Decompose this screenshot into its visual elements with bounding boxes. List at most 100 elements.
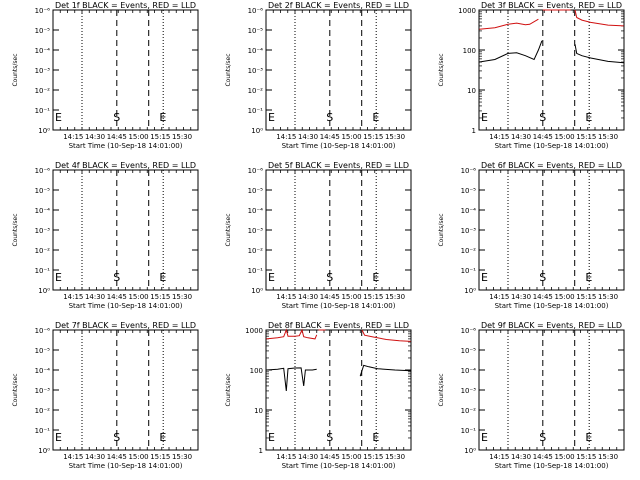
panel-title: Det 4f BLACK = Events, RED = LLD [55, 161, 196, 170]
x-axis-label: Start Time (10-Sep-18 14:01:00) [69, 302, 183, 310]
x-tick-label: 14:15 [276, 133, 296, 141]
panel-title: Det 1f BLACK = Events, RED = LLD [55, 1, 196, 10]
y-tick-label: 100 [463, 47, 476, 55]
x-axis-label: Start Time (10-Sep-18 14:01:00) [282, 462, 396, 470]
marker-s: S [326, 111, 333, 124]
x-tick-label: 14:30 [298, 293, 318, 301]
y-tick-label: 10 [467, 87, 476, 95]
x-tick-label: 15:15 [150, 133, 170, 141]
x-tick-label: 15:30 [172, 133, 192, 141]
y-tick-label: 10⁻³ [248, 227, 264, 235]
marker-e: E [55, 271, 62, 284]
panel-8: Det 8f BLACK = Events, RED = LLD 1 10 100 10… [225, 321, 412, 470]
x-tick-label: 15:00 [341, 133, 361, 141]
x-tick-label: 15:15 [150, 293, 170, 301]
y-tick-label: 10⁻⁶ [35, 7, 51, 15]
x-tick-label: 14:15 [489, 133, 509, 141]
y-tick-label: 10⁻² [35, 247, 51, 255]
y-tick-label: 10⁻¹ [35, 267, 51, 275]
x-tick-label: 14:30 [85, 133, 105, 141]
x-tick-label: 14:15 [489, 453, 509, 461]
x-tick-label: 14:45 [320, 133, 340, 141]
marker-e: E [372, 111, 379, 124]
panel-title: Det 5f BLACK = Events, RED = LLD [268, 161, 409, 170]
y-tick-label: 10⁻⁴ [461, 207, 477, 215]
y-axis-label: Counts/sec [12, 373, 19, 406]
x-tick-label: 15:15 [363, 133, 383, 141]
x-tick-label: 15:00 [554, 133, 574, 141]
x-tick-label: 14:15 [63, 293, 83, 301]
marker-s: S [113, 271, 120, 284]
x-tick-label: 14:45 [107, 133, 127, 141]
panel-title: Det 7f BLACK = Events, RED = LLD [55, 321, 196, 330]
plot-frame [265, 9, 412, 131]
panel-title: Det 3f BLACK = Events, RED = LLD [481, 1, 622, 10]
x-tick-label: 15:30 [172, 453, 192, 461]
marker-s: S [326, 431, 333, 444]
y-tick-label: 10⁻⁵ [35, 347, 51, 355]
y-tick-label: 10⁻³ [35, 387, 51, 395]
x-tick-label: 15:00 [341, 293, 361, 301]
marker-s: S [326, 271, 333, 284]
y-tick-label: 10⁻³ [35, 227, 51, 235]
y-tick-label: 10⁻³ [461, 227, 477, 235]
x-tick-label: 15:15 [150, 453, 170, 461]
marker-e: E [585, 431, 592, 444]
y-tick-label: 10⁻³ [248, 67, 264, 75]
y-tick-label: 10⁻² [461, 407, 477, 415]
marker-e: E [268, 271, 275, 284]
plot-frame [478, 169, 625, 291]
y-tick-label: 1000 [458, 7, 476, 15]
x-tick-label: 14:45 [107, 293, 127, 301]
y-tick-label: 10⁰ [251, 287, 263, 295]
y-tick-label: 10⁻⁴ [461, 367, 477, 375]
y-tick-label: 10⁻⁵ [461, 187, 477, 195]
x-axis-label: Start Time (10-Sep-18 14:01:00) [69, 462, 183, 470]
x-tick-label: 14:30 [298, 453, 318, 461]
y-tick-label: 10⁻⁵ [35, 187, 51, 195]
y-tick-label: 10⁻¹ [35, 427, 51, 435]
panel-5: Det 5f BLACK = Events, RED = LLD 10⁰ 10⁻¹ 1… [225, 161, 412, 310]
panel-3: Det 3f BLACK = Events, RED = LLD 1 10 100 10… [438, 1, 625, 150]
x-tick-label: 14:30 [298, 133, 318, 141]
x-tick-label: 15:00 [554, 453, 574, 461]
marker-s: S [539, 271, 546, 284]
plot-frame [478, 329, 625, 451]
marker-s: S [113, 431, 120, 444]
events-series [574, 44, 624, 64]
y-axis-label: Counts/sec [12, 213, 19, 246]
x-axis-label: Start Time (10-Sep-18 14:01:00) [495, 142, 609, 150]
x-tick-label: 14:30 [85, 293, 105, 301]
x-tick-label: 14:15 [489, 293, 509, 301]
y-tick-label: 10⁻⁵ [461, 347, 477, 355]
panel-title: Det 6f BLACK = Events, RED = LLD [481, 161, 622, 170]
x-tick-label: 15:30 [598, 133, 618, 141]
y-tick-label: 10⁻⁴ [35, 367, 51, 375]
y-tick-label: 10⁻⁶ [461, 167, 477, 175]
x-tick-label: 14:45 [533, 453, 553, 461]
x-tick-label: 14:45 [533, 293, 553, 301]
x-tick-label: 15:30 [385, 133, 405, 141]
panel-title: Det 9f BLACK = Events, RED = LLD [481, 321, 622, 330]
y-tick-label: 10⁻¹ [461, 427, 477, 435]
lld-series [479, 18, 539, 30]
marker-e: E [481, 431, 488, 444]
y-tick-label: 10⁻² [461, 247, 477, 255]
x-tick-label: 14:30 [511, 293, 531, 301]
y-tick-label: 10⁻⁶ [248, 7, 264, 15]
panel-1: Det 1f BLACK = Events, RED = LLD 10⁰ 10⁻¹ 1… [12, 1, 199, 150]
y-tick-label: 10⁻² [35, 87, 51, 95]
y-tick-label: 1000 [245, 327, 263, 335]
x-axis-label: Start Time (10-Sep-18 14:01:00) [495, 302, 609, 310]
x-tick-label: 15:00 [128, 293, 148, 301]
x-tick-label: 14:45 [320, 453, 340, 461]
panel-4: Det 4f BLACK = Events, RED = LLD 10⁰ 10⁻¹ 1… [12, 161, 199, 310]
x-tick-label: 15:15 [576, 293, 596, 301]
x-axis-label: Start Time (10-Sep-18 14:01:00) [69, 142, 183, 150]
lld-series [361, 329, 411, 342]
marker-e: E [268, 431, 275, 444]
marker-e: E [481, 271, 488, 284]
x-axis-label: Start Time (10-Sep-18 14:01:00) [282, 302, 396, 310]
plot-frame [265, 329, 412, 451]
y-tick-label: 10 [254, 407, 263, 415]
